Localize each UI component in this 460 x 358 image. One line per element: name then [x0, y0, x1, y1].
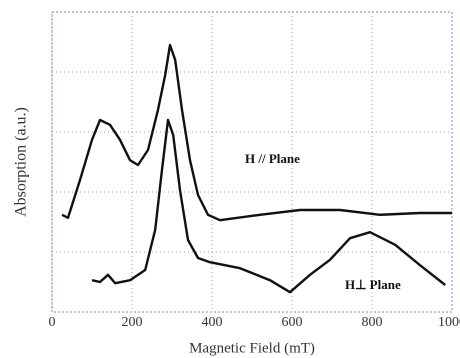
y-axis-label: Absorption (a.u.) — [13, 107, 30, 217]
curve — [91, 118, 446, 294]
curve-label: H // Plane — [245, 151, 300, 166]
x-tick-label: 600 — [282, 315, 303, 330]
x-tick-label: 0 — [49, 315, 56, 330]
x-tick-label: 1000 — [438, 315, 460, 330]
x-tick-label: 200 — [122, 315, 143, 330]
curve — [61, 43, 452, 222]
x-tick-label: 800 — [362, 315, 383, 330]
x-axis-label: Magnetic Field (mT) — [189, 340, 315, 356]
curve-label: H⊥ Plane — [345, 277, 401, 292]
plot-frame — [51, 11, 453, 313]
x-tick-label: 400 — [202, 315, 223, 330]
